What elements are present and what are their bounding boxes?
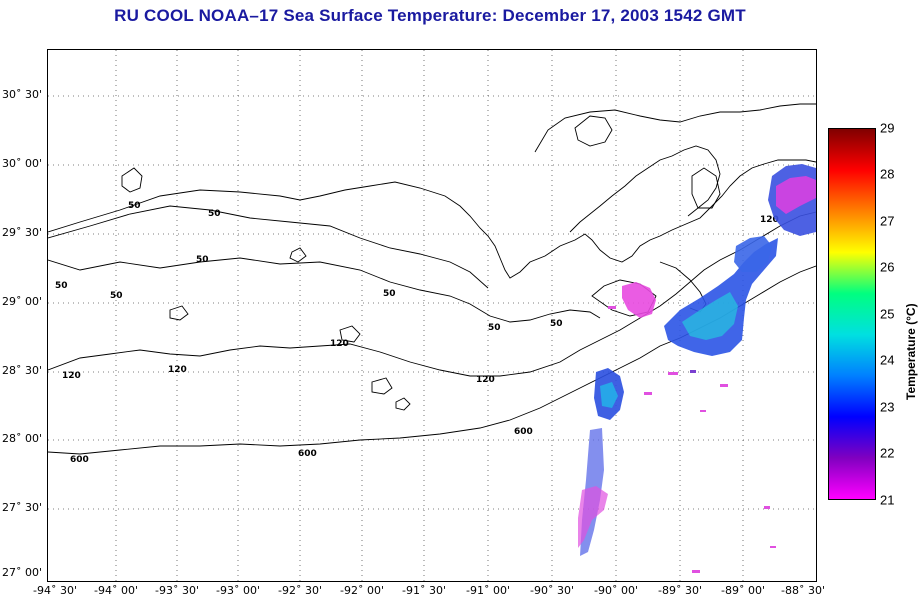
sst-pixel	[770, 546, 776, 548]
colorbar-tick-22: 22	[880, 445, 895, 461]
contour-label-600: 600	[70, 455, 89, 465]
contour-label-600: 600	[514, 427, 533, 437]
colorbar-tick-27: 27	[880, 213, 895, 229]
sst-pixel	[668, 372, 678, 375]
closed-contour	[395, 397, 411, 411]
lon-label-90-00: -90˚ 00'	[594, 584, 638, 597]
contour-label-50: 50	[488, 323, 501, 333]
map-title: RU COOL NOAA–17 Sea Surface Temperature:…	[114, 6, 746, 25]
lon-label-93-00: -93˚ 00'	[216, 584, 260, 597]
contour-label-50: 50	[196, 255, 209, 265]
sst-patch-delta-magenta	[622, 282, 656, 318]
lat-label-27-00: 27˚ 00'	[2, 566, 43, 579]
sst-pixel	[700, 410, 706, 412]
closed-contour	[169, 305, 189, 321]
lon-label-94-00: -94˚ 00'	[94, 584, 138, 597]
isobath-120	[48, 211, 816, 377]
sst-data-layer	[578, 164, 816, 573]
sst-pixel	[692, 570, 700, 573]
lon-label-91-00: -91˚ 00'	[466, 584, 510, 597]
sst-patch-east-upper	[734, 236, 772, 272]
contour-label-600: 600	[298, 449, 317, 459]
lon-label-94-30: -94˚ 30'	[33, 584, 77, 597]
map-frame	[47, 49, 817, 582]
contour-label-50: 50	[383, 289, 396, 299]
isobath-50-north	[48, 205, 489, 289]
lat-label-28-00: 28˚ 00'	[2, 432, 43, 445]
contour-label-120: 120	[760, 215, 779, 225]
colorbar-tick-24: 24	[880, 352, 895, 368]
coastline	[48, 159, 816, 279]
isobath-50	[48, 257, 601, 323]
lat-label-29-30: 29˚ 30'	[2, 226, 43, 239]
sst-patch-northeast-magenta	[776, 176, 816, 214]
contour-label-50: 50	[550, 319, 563, 329]
sst-pixel	[690, 370, 696, 373]
colorbar-tick-28: 28	[880, 166, 895, 182]
coastline-marsh	[569, 145, 721, 233]
colorbar-tick-26: 26	[880, 259, 895, 275]
lon-label-92-30: -92˚ 30'	[278, 584, 322, 597]
lon-label-89-00: -89˚ 00'	[721, 584, 765, 597]
closed-contour	[289, 247, 307, 263]
graticule	[48, 50, 816, 581]
lon-label-91-30: -91˚ 30'	[402, 584, 446, 597]
sst-pixel	[608, 306, 616, 309]
coastline-upper	[534, 103, 816, 153]
lon-label-93-30: -93˚ 30'	[155, 584, 199, 597]
lake-pontchartrain	[574, 115, 613, 147]
contour-label-50: 50	[55, 281, 68, 291]
lon-label-89-30: -89˚ 30'	[658, 584, 702, 597]
inland-lake-west	[121, 167, 143, 193]
lat-label-28-30: 28˚ 30'	[2, 364, 43, 377]
inland-lake	[691, 167, 721, 209]
lon-label-88-30: -88˚ 30'	[781, 584, 825, 597]
lat-label-29-00: 29˚ 00'	[2, 295, 43, 308]
sst-pixel	[720, 384, 728, 387]
colorbar	[828, 128, 876, 500]
colorbar-title: Temperature (°C)	[904, 303, 918, 400]
lat-label-30-00: 30˚ 00'	[2, 157, 43, 170]
colorbar-tick-29: 29	[880, 120, 895, 136]
lon-label-90-30: -90˚ 30'	[530, 584, 574, 597]
contour-label-120: 120	[476, 375, 495, 385]
contour-label-50: 50	[110, 291, 123, 301]
contour-label-120: 120	[330, 339, 349, 349]
contour-label-120: 120	[168, 365, 187, 375]
colorbar-tick-23: 23	[880, 399, 895, 415]
delta-outline	[591, 279, 657, 317]
sst-patch-west-cyan	[600, 382, 618, 408]
lon-label-92-00: -92˚ 00'	[340, 584, 384, 597]
lat-label-27-30: 27˚ 30'	[2, 501, 43, 514]
closed-contour	[339, 325, 361, 343]
sst-patch-east-cyan	[682, 292, 738, 340]
contour-label-50: 50	[128, 201, 141, 211]
sst-pixel	[764, 506, 770, 509]
contour-label-120: 120	[62, 371, 81, 381]
contour-label-50: 50	[208, 209, 221, 219]
colorbar-tick-21: 21	[880, 492, 895, 508]
closed-contour	[371, 377, 393, 395]
sst-streak-west-magenta	[578, 486, 608, 548]
lat-label-30-30: 30˚ 30'	[2, 88, 43, 101]
colorbar-tick-25: 25	[880, 306, 895, 322]
sst-pixel	[644, 392, 652, 395]
